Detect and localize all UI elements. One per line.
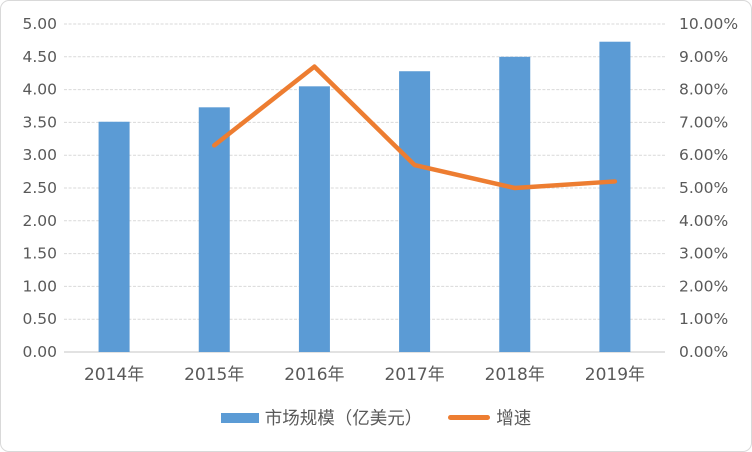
bar-2016年 (298, 86, 330, 352)
left-axis-tick-label: 3.50 (22, 113, 57, 131)
left-axis-tick-label: 2.50 (22, 179, 57, 197)
right-axis-tick-label: 4.00% (679, 212, 728, 230)
right-axis-tick-label: 3.00% (679, 245, 728, 263)
line-series-swatch-icon (448, 415, 491, 420)
left-axis-tick-label: 1.00 (22, 277, 57, 295)
bar-series-swatch-icon (220, 412, 259, 423)
left-axis-tick-label: 4.00 (22, 81, 57, 99)
left-axis-tick-label: 5.00 (22, 15, 57, 33)
right-axis-tick-label: 10.00% (679, 15, 738, 33)
chart-legend: 市场规模（亿美元） 增速 (1, 405, 751, 430)
right-axis-tick-label: 8.00% (679, 81, 728, 99)
x-axis-tick-label: 2018年 (485, 365, 545, 385)
legend-label-growth: 增速 (496, 409, 532, 429)
left-axis-tick-label: 0.50 (22, 310, 57, 328)
x-axis-tick-label: 2015年 (184, 365, 244, 385)
bar-2014年 (98, 121, 130, 352)
right-axis-tick-label: 6.00% (679, 146, 728, 164)
right-axis-tick-label: 7.00% (679, 113, 728, 131)
growth-line (212, 64, 618, 191)
bar-2018年 (499, 56, 531, 353)
legend-label-market-size: 市场规模（亿美元） (264, 409, 423, 429)
bar-2019年 (599, 41, 631, 352)
legend-item-growth: 增速 (448, 405, 531, 430)
right-axis-tick-label: 1.00% (679, 310, 728, 328)
left-axis-tick-label: 3.00 (22, 146, 57, 164)
left-axis-tick-label: 1.50 (22, 245, 57, 263)
left-axis-tick-label: 4.50 (22, 48, 57, 66)
bar-2015年 (198, 107, 230, 352)
right-axis-tick-label: 9.00% (679, 48, 728, 66)
right-axis-tick-label: 5.00% (679, 179, 728, 197)
right-axis-tick-label: 2.00% (679, 277, 728, 295)
left-axis-tick-label: 2.00 (22, 212, 57, 230)
legend-item-market-size: 市场规模（亿美元） (220, 405, 423, 430)
right-axis-tick-label: 0.00% (679, 343, 728, 361)
x-axis-tick-label: 2016年 (284, 365, 344, 385)
x-axis-tick-label: 2014年 (84, 365, 144, 385)
x-axis-tick-label: 2017年 (384, 365, 444, 385)
left-axis-tick-label: 0.00 (22, 343, 57, 361)
bar-2017年 (399, 71, 431, 353)
x-axis-tick-label: 2019年 (585, 365, 645, 385)
